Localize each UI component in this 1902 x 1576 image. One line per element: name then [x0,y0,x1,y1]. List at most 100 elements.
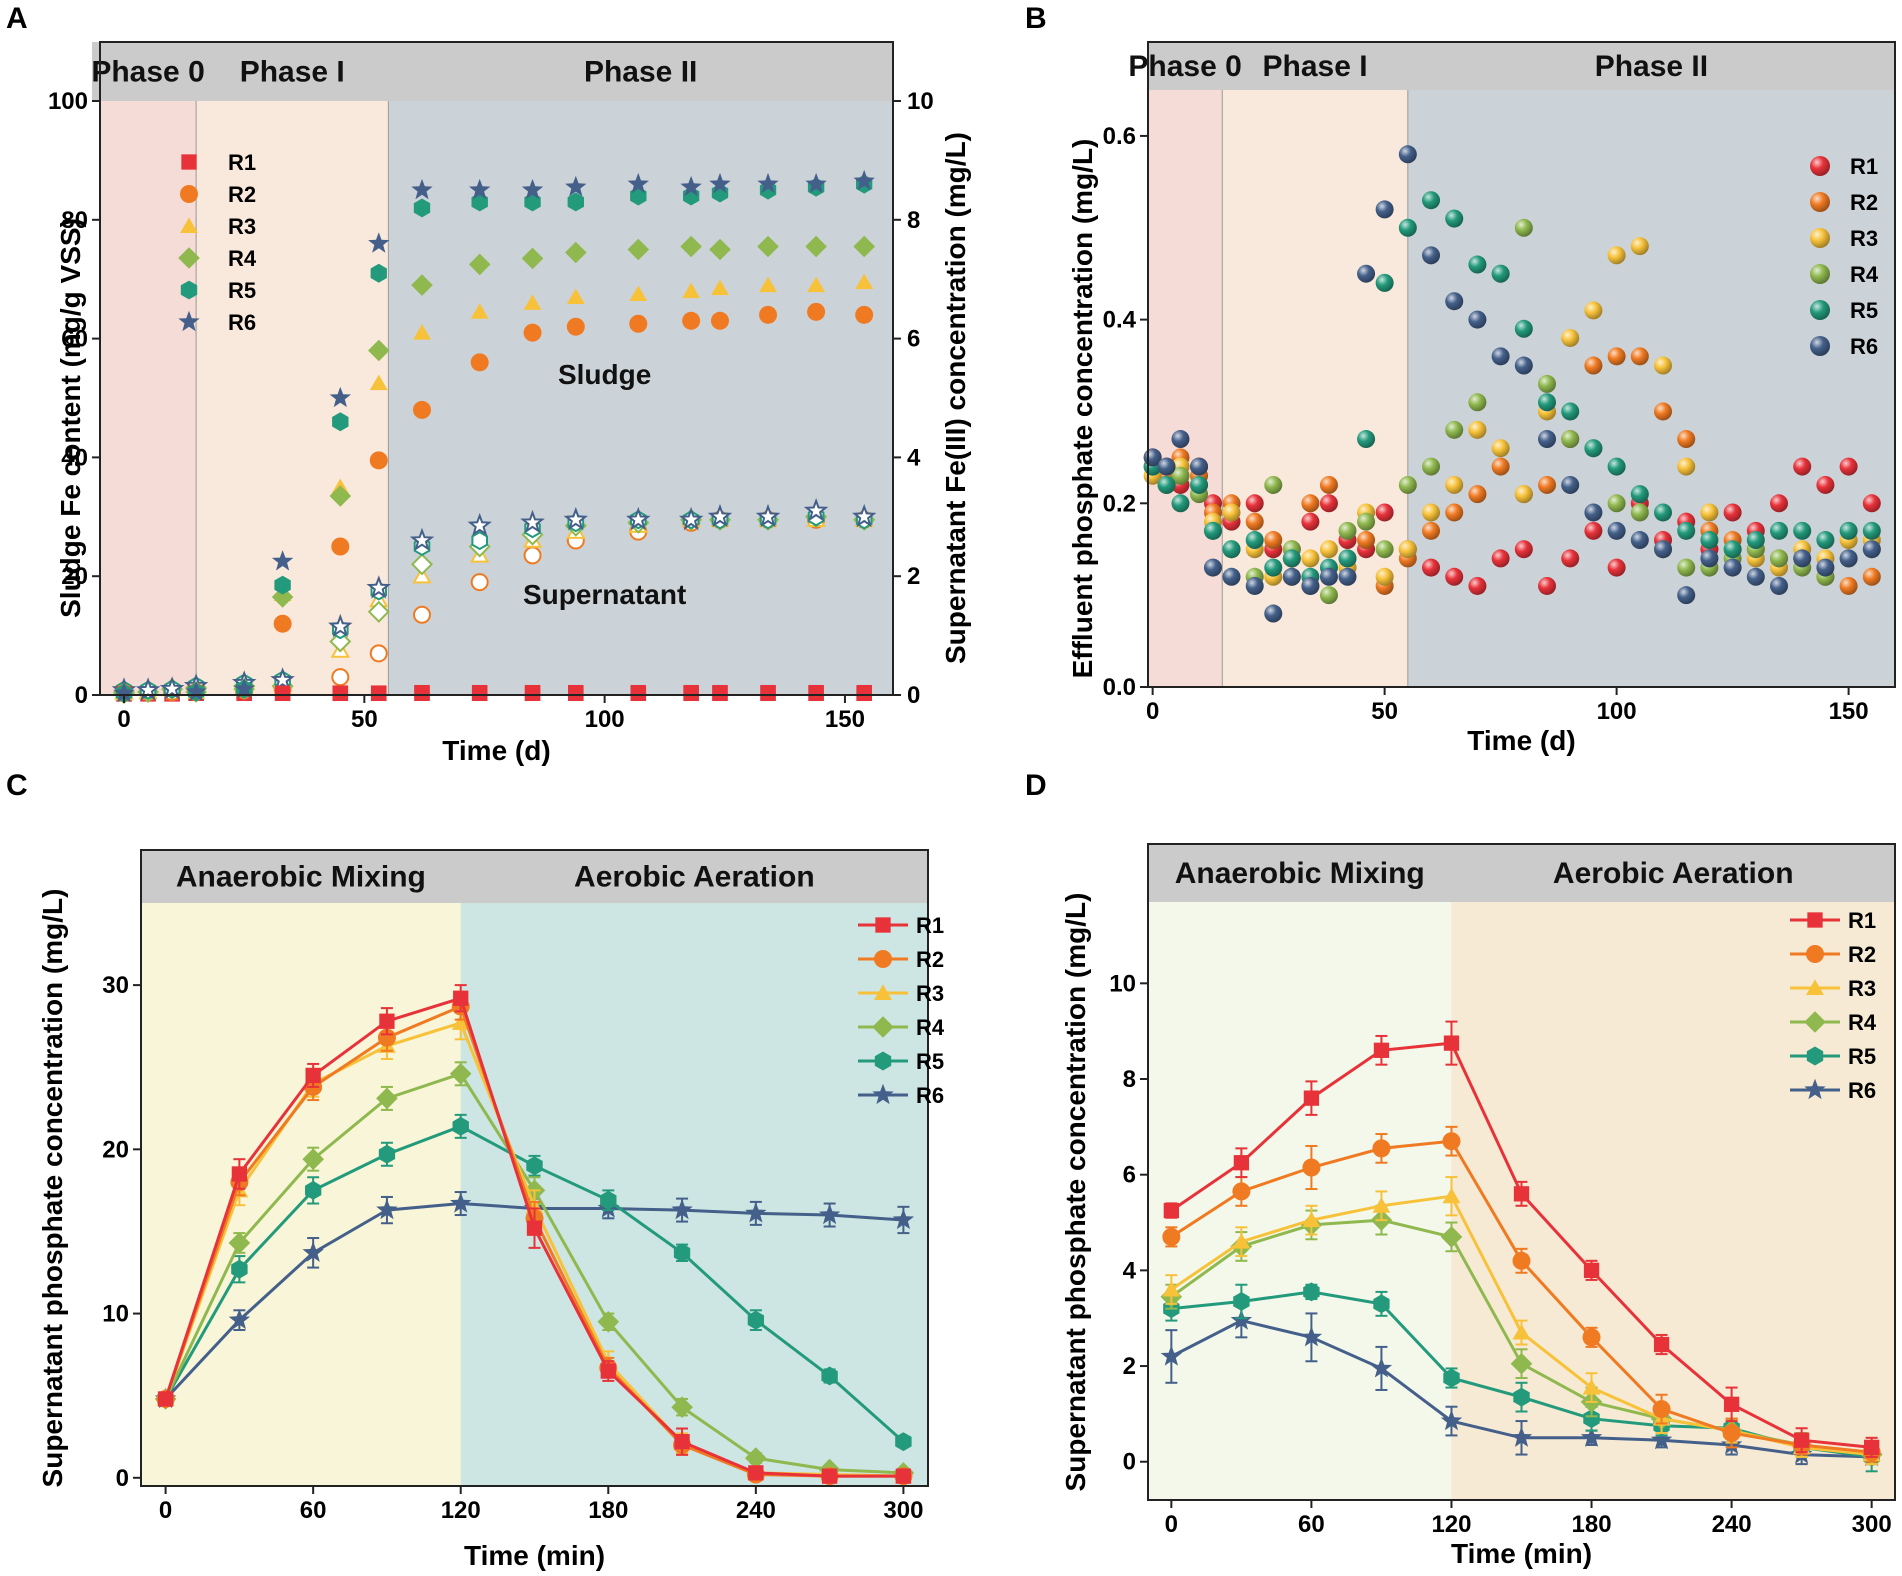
phosphate-point-r4 [1770,549,1789,568]
phosphate-point-r6 [1561,475,1580,494]
phosphate-point-r3 [1398,540,1417,559]
y-tick-label: 40 [61,444,88,471]
legend-label: R5 [916,1049,944,1074]
supernatant-point-r4 [367,600,390,623]
phosphate-point-r2 [1630,347,1649,366]
x-tick-label: 300 [1852,1511,1892,1538]
panel-c: C Anaerobic Mixing Aerobic Aeration 0 60 12… [6,769,945,1571]
x-axis-label: Time (min) [1451,1538,1592,1569]
data-point-r5 [1583,1409,1600,1429]
data-point-r6 [1440,1409,1463,1431]
plot-frame [1147,41,1896,688]
phosphate-point-r4 [1171,466,1190,485]
sludge-point-r6 [271,550,294,571]
y-tick-label: 0 [1123,1449,1136,1476]
x-tick-label: 300 [883,1497,923,1524]
plot-frame [140,849,929,1487]
legend-marker-r5 [874,1051,892,1071]
legend-marker-r1 [1810,156,1830,176]
sludge-point-r3 [629,285,648,301]
panel-b: B Phase 0 Phase I Phase II 0 50 100 150 0.0 0.2… [1025,2,1896,756]
data-point-r4 [1510,1352,1533,1375]
y-tick-label: 20 [102,1136,129,1163]
legend-marker-r2 [1806,945,1824,963]
phosphate-point-r6 [1584,503,1603,522]
phosphate-point-r6 [1514,356,1533,375]
phosphate-point-r5 [1839,521,1858,540]
phosphate-point-r6 [1319,567,1338,586]
phosphate-point-r1 [1301,512,1320,531]
data-point-r4 [671,1396,693,1418]
phosphate-point-r6 [1630,531,1649,550]
phosphate-point-r5 [1468,255,1487,274]
data-point-r1 [1653,1336,1670,1353]
phosphate-point-r3 [1375,567,1394,586]
panel-a: A Phase 0 Phase I Phase II 0 50 100 150020406… [6,2,971,766]
y-tick-label: 30 [102,972,129,999]
sludge-point-r4 [521,247,544,270]
phosphate-point-r5 [1171,494,1190,513]
data-point-r5 [1373,1294,1390,1314]
data-point-r6 [376,1198,398,1220]
phosphate-point-r1 [1723,503,1742,522]
data-point-r1 [1303,1090,1320,1106]
phosphate-point-r5 [1398,218,1417,237]
data-point-r5 [1443,1368,1460,1388]
data-point-r2 [1512,1251,1531,1270]
data-point-r3 [1582,1379,1601,1395]
sludge-point-r4 [271,586,294,608]
legend-marker-r1 [875,917,891,933]
legend-marker-r5 [1810,300,1830,320]
supernatant-point-r4 [329,630,352,653]
data-point-r5 [1303,1282,1320,1302]
data-point-r1 [674,1434,690,1450]
supernatant-point-r4 [410,553,434,576]
phosphate-point-r5 [1338,549,1357,568]
legend-label: R4 [916,1015,945,1040]
supernatant-point-r6 [366,575,392,599]
data-point-r5 [673,1243,691,1263]
sludge-point-r1 [274,685,291,701]
phase2-region [1407,90,1895,687]
sludge-point-r1 [568,684,584,701]
legend-marker-r5 [1806,1046,1824,1066]
sludge-point-r2 [629,314,648,333]
data-point-r5 [452,1116,469,1136]
legend-marker-r6 [1804,1078,1826,1100]
phosphate-point-r4 [1398,475,1417,494]
data-point-r4 [745,1447,767,1469]
x-tick-label: 50 [351,706,378,733]
sludge-point-r6 [853,169,875,191]
phosphate-point-r2 [1607,347,1626,366]
phosphate-point-r1 [1245,494,1264,513]
supernatant-point-r2 [470,573,489,592]
sludge-point-r4 [709,238,731,261]
panel-label-c: C [6,769,28,802]
y-tick-label: 0.4 [1103,307,1137,334]
data-point-r1 [1864,1439,1880,1456]
supernatant-point-r6 [467,512,492,537]
data-point-r3 [1232,1233,1251,1249]
legend-label: R5 [1850,298,1878,323]
phosphate-point-r4 [1607,494,1626,513]
y-tick-label: 0.0 [1103,674,1136,701]
x-tick-label: 50 [1371,698,1398,725]
data-point-r5 [821,1366,838,1386]
sludge-point-r1 [630,684,646,701]
x-tick-label: 100 [585,706,625,733]
phosphate-point-r6 [1700,549,1719,568]
sludge-point-r2 [855,305,874,324]
phosphate-point-r3 [1700,503,1719,522]
legend-label: R5 [1848,1044,1876,1069]
x-axis-label: Time (d) [1467,725,1575,756]
legend-marker-r3 [874,984,892,1000]
phosphate-point-r5 [1514,319,1533,338]
phosphate-point-r6 [1245,576,1264,595]
phosphate-point-r4 [1445,420,1464,439]
legend: R1 R2 R3 R4 R5 R6 [1790,908,1877,1103]
phosphate-point-r5 [1654,503,1673,522]
data-point-r4 [597,1311,620,1333]
sludge-point-r2 [369,451,388,470]
phase-header [1148,844,1895,902]
supernatant-point-r6 [409,527,435,552]
